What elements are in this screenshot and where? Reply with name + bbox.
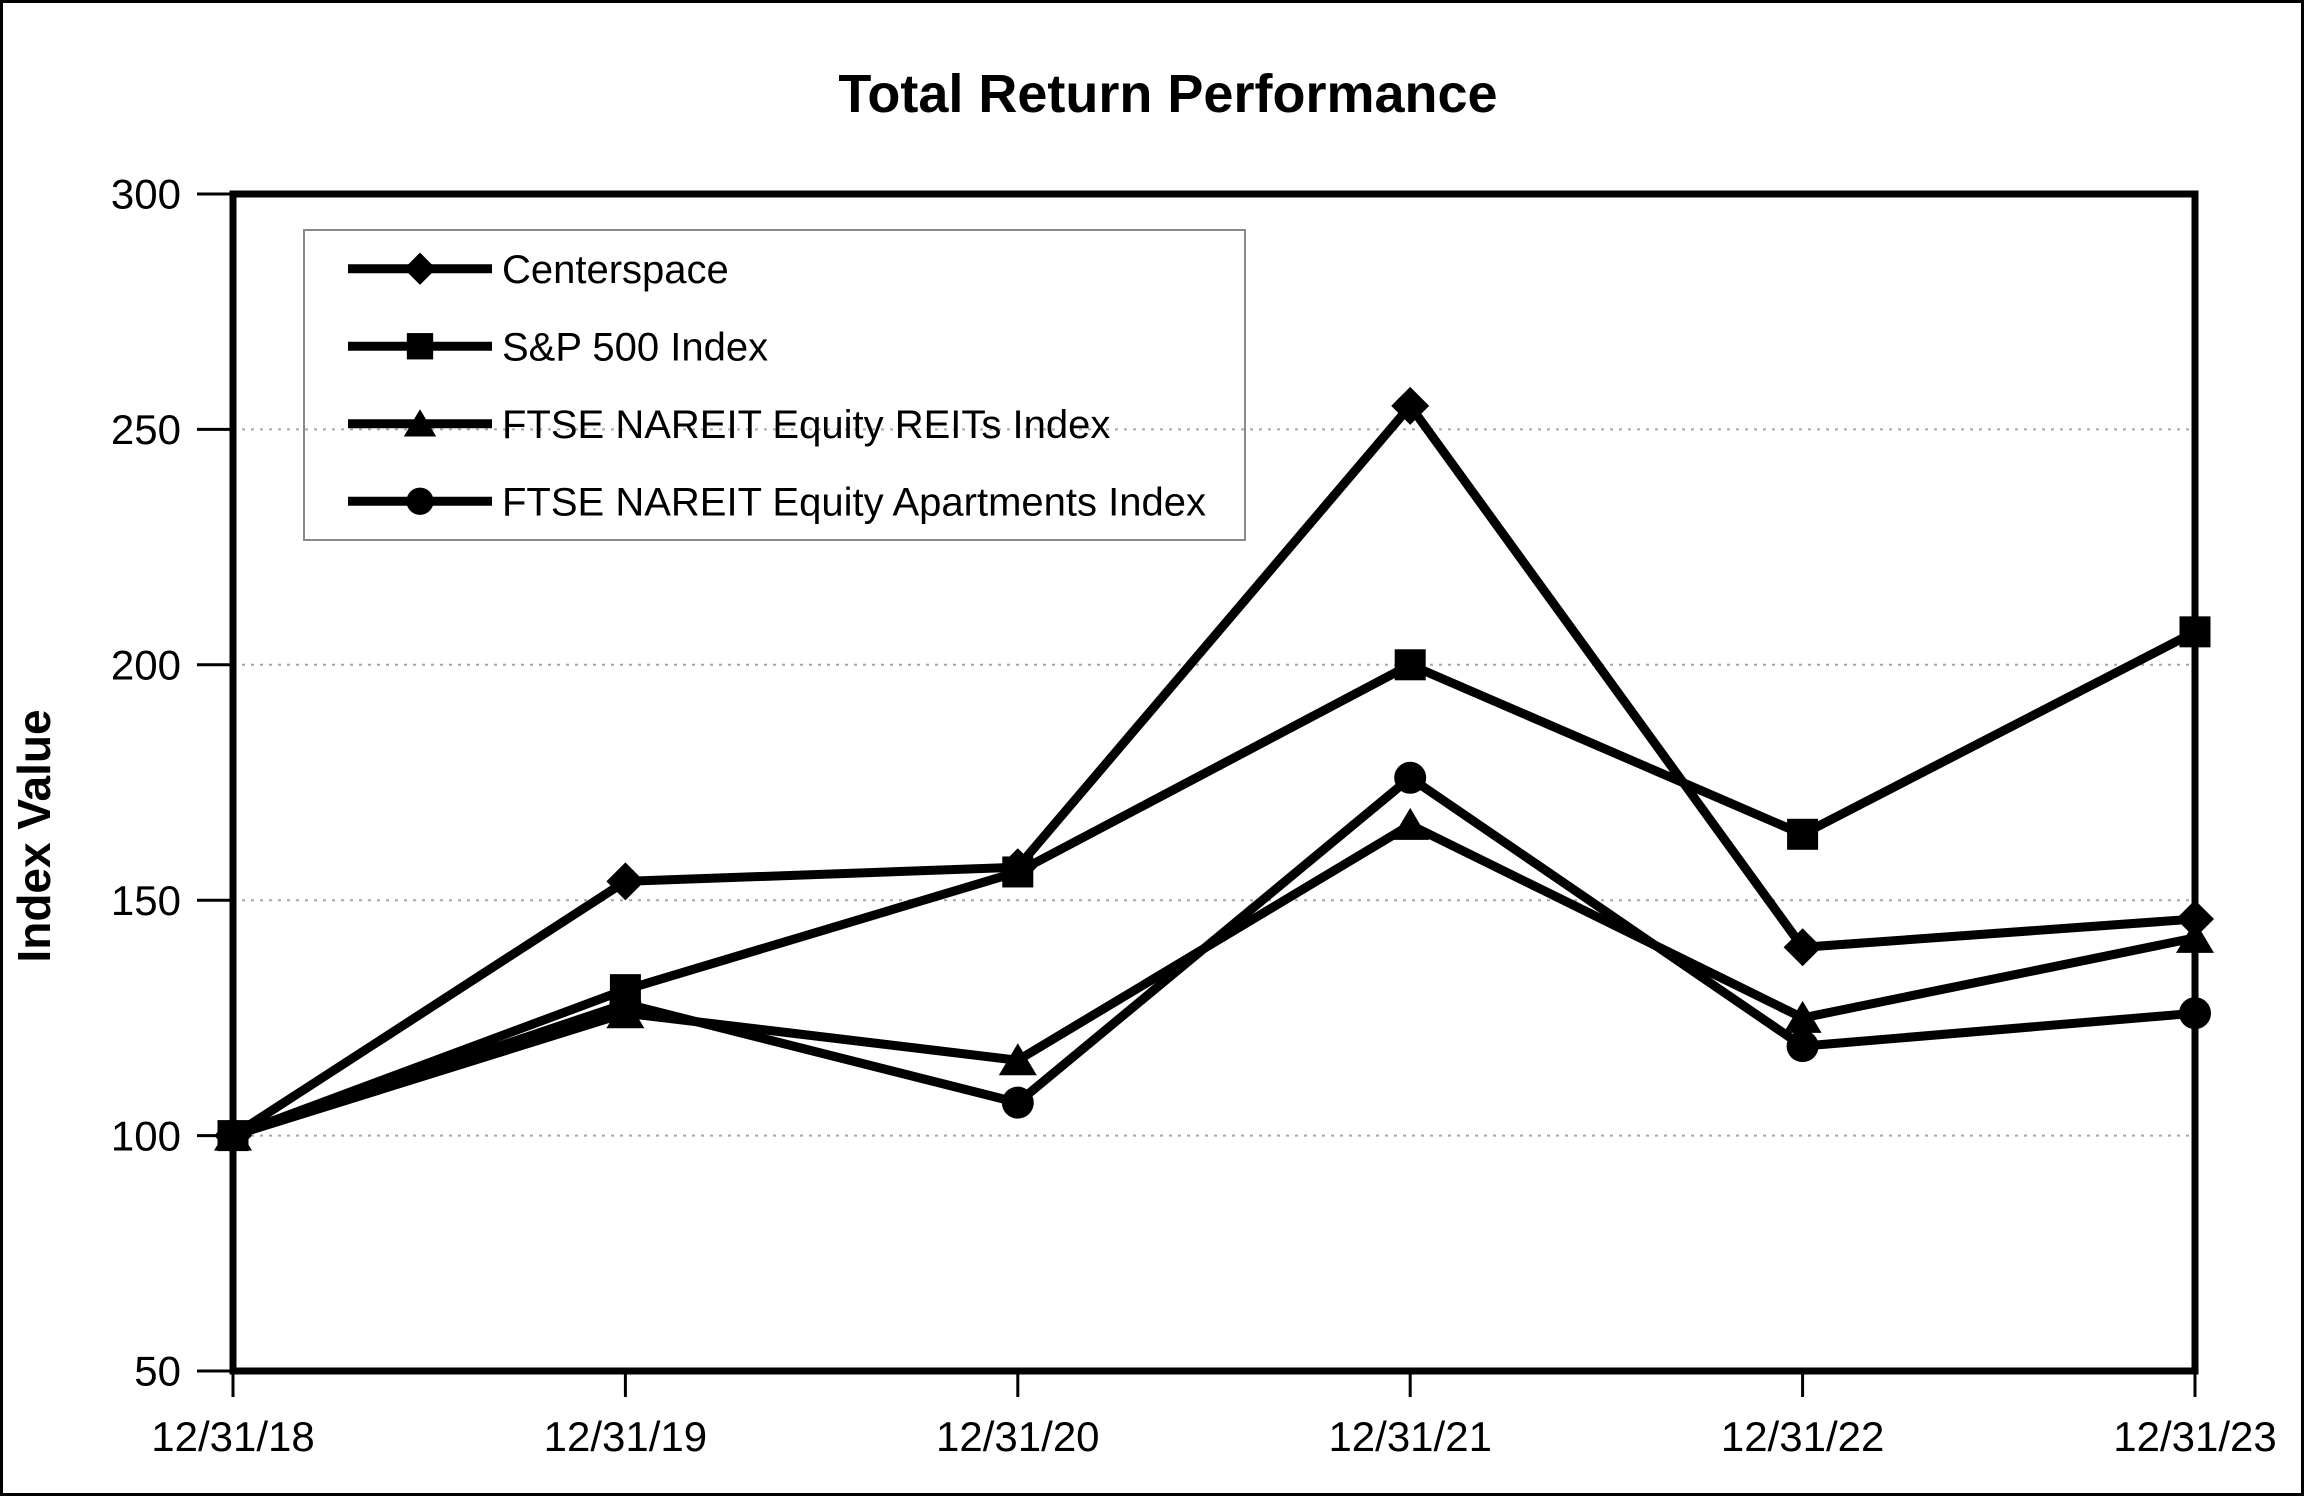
square-marker-icon xyxy=(1394,649,1426,681)
legend-item-ftse-nareit-equity-reits-index: FTSE NAREIT Equity REITs Index xyxy=(348,403,1110,447)
triangle-marker-icon xyxy=(998,1043,1037,1076)
series-line-s-p-500-index xyxy=(231,627,2198,1140)
triangle-marker-icon xyxy=(1391,807,1430,840)
circle-marker-icon xyxy=(406,487,434,515)
legend-item-label: S&P 500 Index xyxy=(502,325,768,369)
square-marker-icon xyxy=(406,333,434,360)
legend-item-centerspace: Centerspace xyxy=(348,248,729,292)
diamond-marker-icon xyxy=(1391,386,1430,425)
legend-item-ftse-nareit-equity-apartments-index: FTSE NAREIT Equity Apartments Index xyxy=(348,480,1206,524)
circle-marker-icon xyxy=(1394,761,1427,794)
triangle-marker-icon xyxy=(1783,1000,1822,1033)
x-tick-label: 12/31/21 xyxy=(1328,1413,1492,1460)
legend: Centerspace S&P 500 Index FTSE NAREIT Equi… xyxy=(303,229,1246,541)
circle-marker-icon xyxy=(1786,1030,1819,1063)
y-axis-label: Index Value xyxy=(8,709,60,962)
square-marker-icon xyxy=(1002,856,1034,888)
plot-border xyxy=(229,190,2199,1375)
gridlines xyxy=(233,428,2195,1137)
series-ftse-nareit-equity-apartments-index xyxy=(217,761,2211,1152)
legend-item-s-p-500-index: S&P 500 Index xyxy=(348,325,768,369)
legend-box xyxy=(303,229,1246,541)
circle-marker-icon xyxy=(1001,1086,1034,1119)
series-ftse-nareit-equity-reits-index xyxy=(214,807,2214,1151)
circle-marker-icon xyxy=(609,987,642,1020)
series-line-ftse-nareit-equity-apartments-index xyxy=(231,772,2196,1140)
y-tick-label: 150 xyxy=(111,877,181,924)
axes: 50 100 150 200 250 300 12/31/18 12/31/19 12/31/2… xyxy=(111,171,2277,1460)
square-marker-icon xyxy=(1787,818,1819,850)
data-series xyxy=(214,386,2214,1155)
legend-item-label: FTSE NAREIT Equity Apartments Index xyxy=(502,480,1206,524)
y-tick-label: 50 xyxy=(134,1348,181,1395)
diamond-marker-icon xyxy=(606,862,645,901)
y-tick-label: 300 xyxy=(111,171,181,218)
diamond-marker-icon xyxy=(1783,928,1822,967)
x-tick-label: 12/31/20 xyxy=(936,1413,1100,1460)
triangle-marker-icon xyxy=(403,409,437,437)
series-line-ftse-nareit-equity-reits-index xyxy=(231,819,2196,1140)
legend-item-label: FTSE NAREIT Equity REITs Index xyxy=(502,403,1110,447)
y-tick-label: 200 xyxy=(111,642,181,689)
legend-item-label: Centerspace xyxy=(502,248,729,292)
x-tick-label: 12/31/18 xyxy=(151,1413,315,1460)
y-tick-label: 250 xyxy=(111,406,181,453)
series-s-p-500-index xyxy=(217,616,2211,1152)
y-tick-label: 100 xyxy=(111,1112,181,1159)
chart-title: Total Return Performance xyxy=(838,64,1497,124)
series-line-centerspace xyxy=(230,398,2196,1140)
x-tick-label: 12/31/19 xyxy=(544,1413,708,1460)
diamond-marker-icon xyxy=(403,252,437,285)
x-tick-label: 12/31/23 xyxy=(2113,1413,2277,1460)
x-tick-label: 12/31/22 xyxy=(1721,1413,1885,1460)
